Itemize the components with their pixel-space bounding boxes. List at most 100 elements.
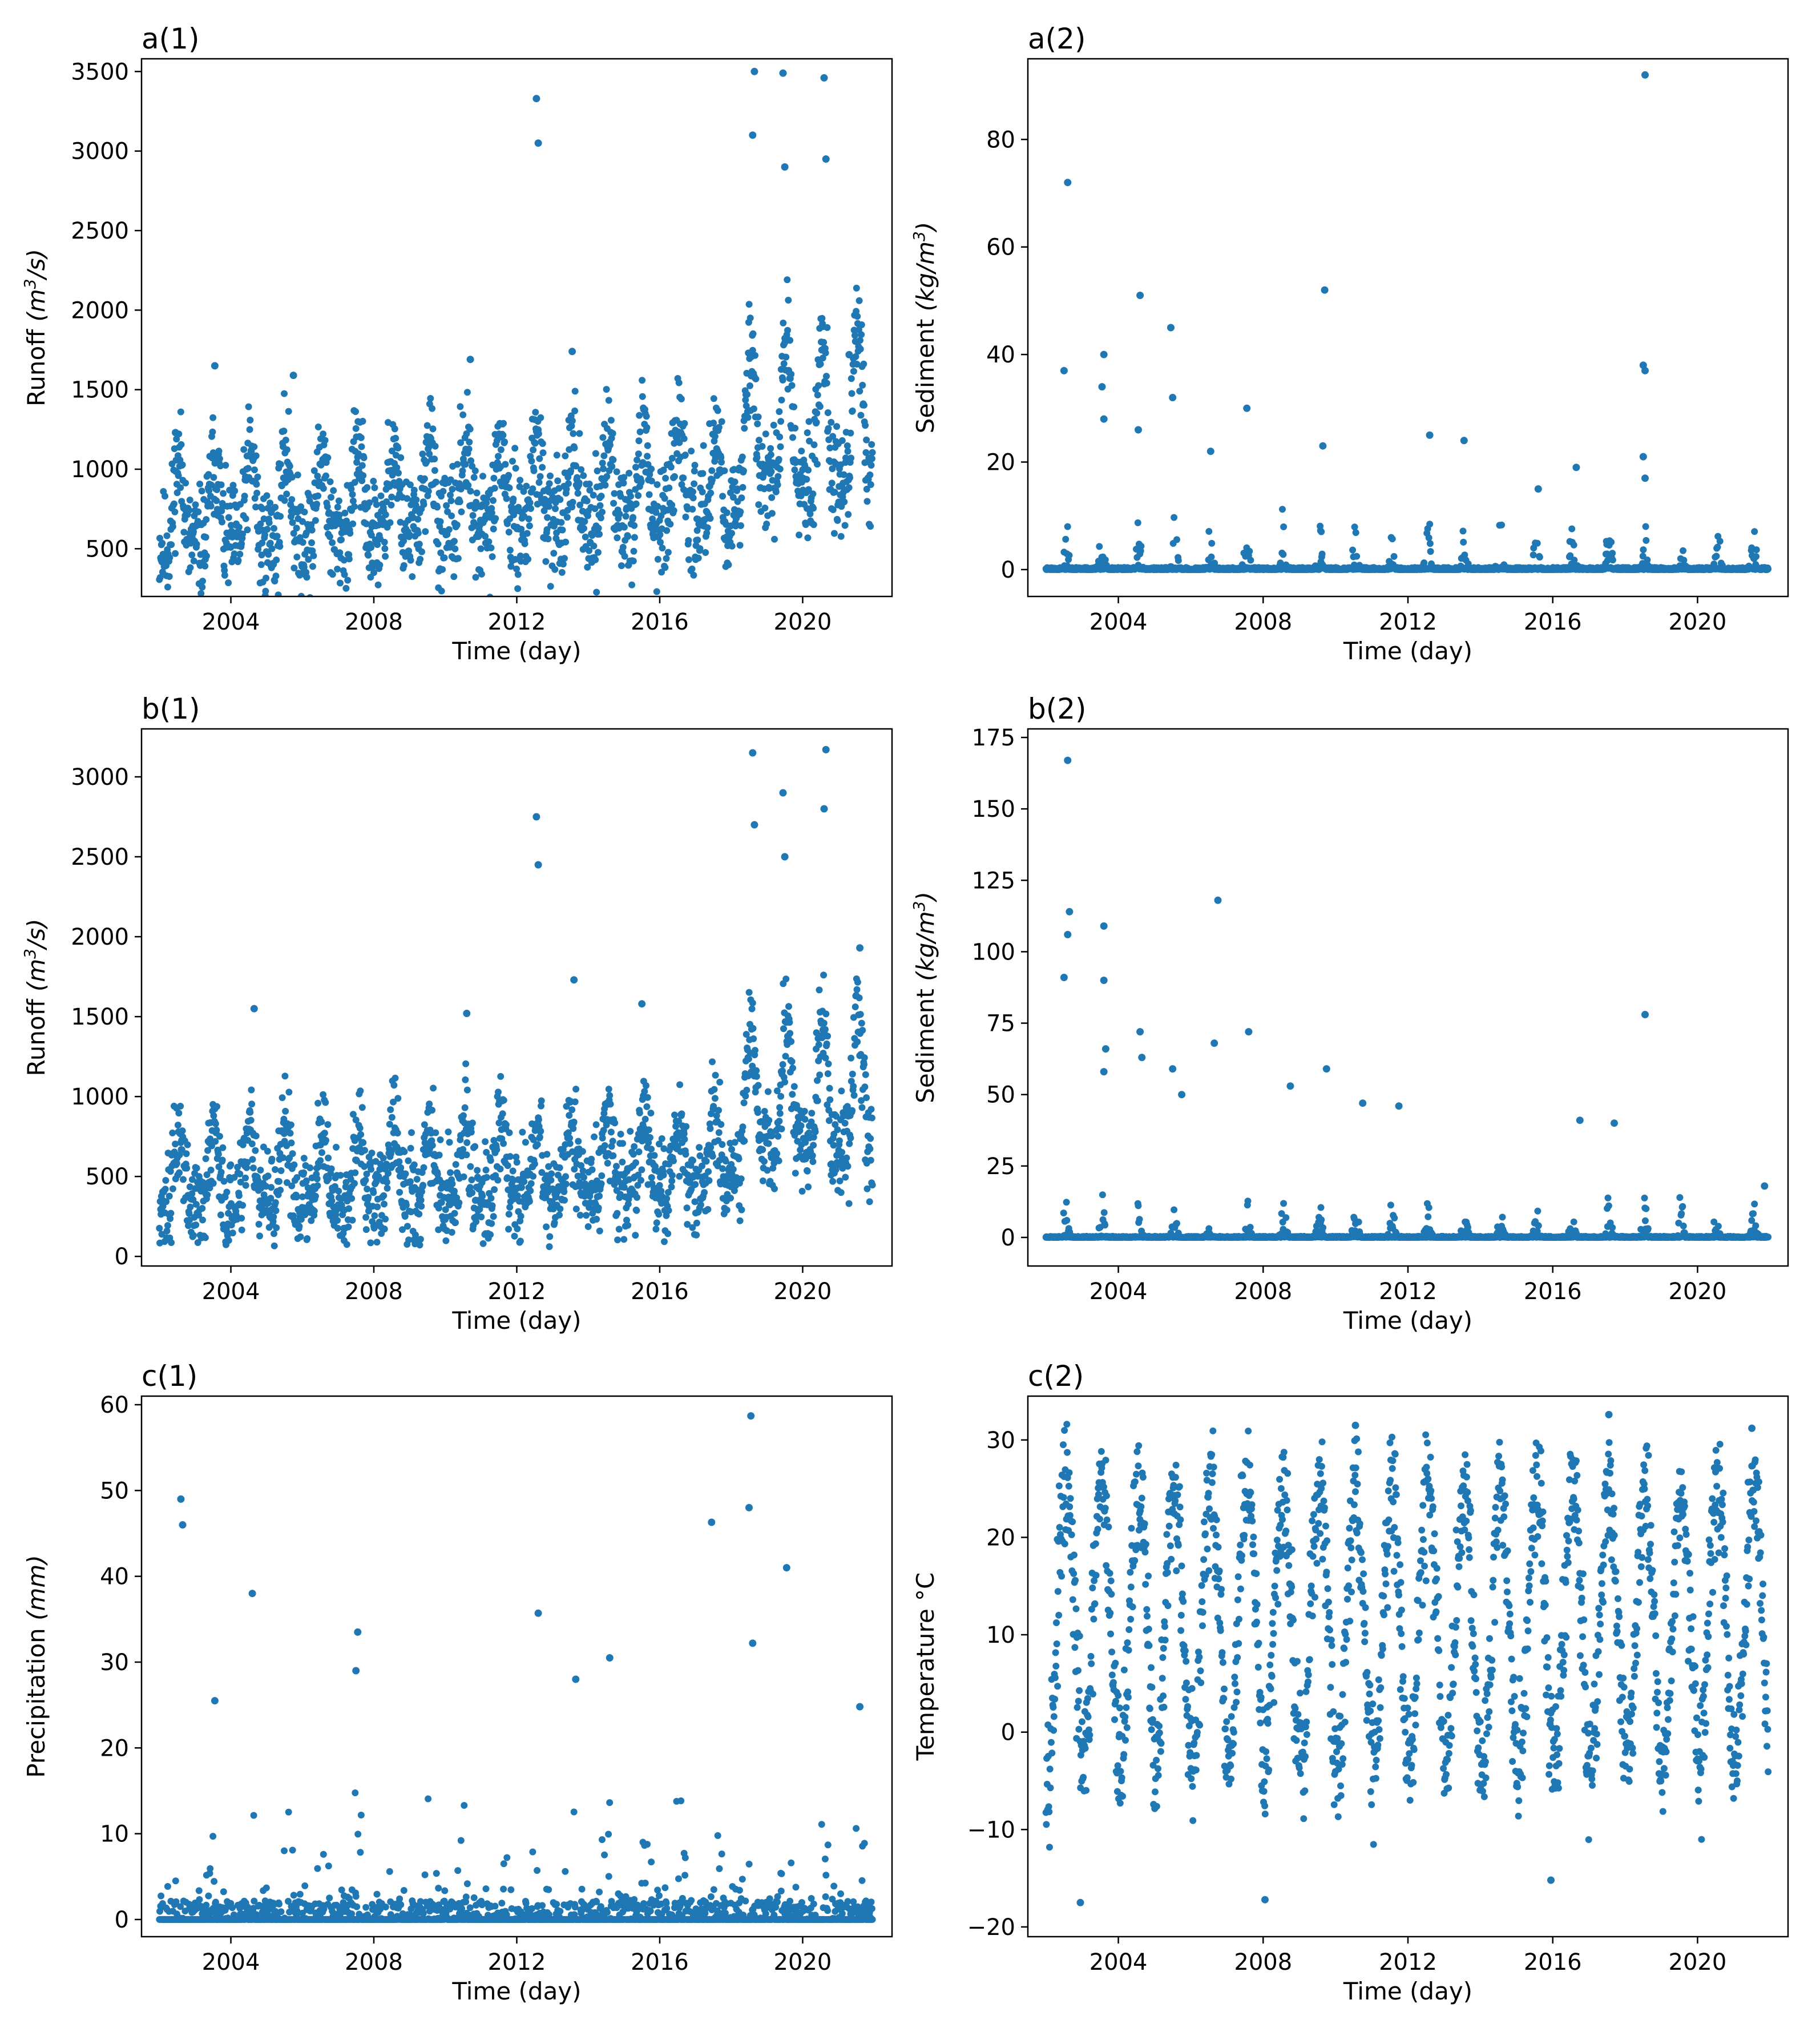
data-point <box>164 583 171 591</box>
data-point <box>658 568 665 576</box>
data-point <box>562 452 569 459</box>
data-point <box>271 1242 278 1249</box>
data-point <box>326 533 333 541</box>
data-point <box>778 396 785 404</box>
data-point <box>287 1121 294 1128</box>
data-point <box>171 1148 178 1156</box>
data-point <box>345 1205 353 1212</box>
data-point <box>178 1146 185 1154</box>
data-point <box>618 562 625 570</box>
data-point <box>342 584 350 592</box>
data-point <box>473 489 481 497</box>
panel-a1: a(1)2004 2008 2012 2016 20205001000150020002… <box>21 22 893 665</box>
data-point <box>624 533 632 540</box>
data-point <box>183 1150 190 1158</box>
data-point <box>252 1132 260 1140</box>
data-point <box>596 530 603 538</box>
data-point <box>527 505 534 512</box>
data-point <box>689 494 697 502</box>
data-point <box>500 1096 507 1104</box>
data-point <box>241 493 248 500</box>
data-point <box>268 1184 275 1191</box>
peak-point <box>532 95 540 103</box>
data-point <box>437 549 445 557</box>
data-point <box>449 486 456 493</box>
data-point <box>542 558 550 565</box>
scatter-points-b1 <box>156 745 876 1251</box>
data-point <box>213 1126 220 1134</box>
data-point <box>300 1155 308 1162</box>
data-point <box>300 1169 308 1176</box>
data-point <box>600 1147 607 1155</box>
data-point <box>185 1222 192 1229</box>
data-point <box>309 563 316 570</box>
data-point <box>1352 529 1359 537</box>
data-point <box>341 509 349 517</box>
data-point <box>802 521 809 528</box>
data-point <box>352 425 360 432</box>
data-point <box>1425 534 1432 542</box>
data-point <box>458 508 465 515</box>
data-point <box>745 301 753 308</box>
data-point <box>282 437 289 443</box>
data-point <box>576 1212 584 1219</box>
data-point <box>259 505 266 513</box>
data-point <box>299 518 306 525</box>
data-point <box>333 1143 340 1151</box>
data-point <box>571 1098 579 1106</box>
data-point <box>560 1188 568 1195</box>
data-point <box>328 1165 335 1172</box>
data-point <box>714 407 721 414</box>
data-point <box>1351 523 1358 531</box>
data-point <box>665 1207 672 1214</box>
data-point <box>594 467 601 474</box>
data-point <box>421 1121 428 1128</box>
data-point <box>1567 552 1574 559</box>
data-point <box>362 520 370 527</box>
data-point <box>321 1130 328 1137</box>
data-point <box>286 1130 294 1137</box>
data-point <box>729 494 737 501</box>
data-point <box>668 1178 676 1184</box>
data-point <box>429 425 437 433</box>
data-point <box>1713 553 1720 560</box>
data-point <box>483 1174 490 1181</box>
data-point <box>217 1168 225 1176</box>
data-point <box>829 433 837 440</box>
data-point <box>623 1216 630 1224</box>
data-point <box>571 388 579 395</box>
data-point <box>247 1116 255 1124</box>
data-point <box>566 1140 574 1147</box>
y-axis-label-a1: Runoff (m3/s) <box>21 249 50 406</box>
data-point <box>633 1194 641 1201</box>
data-point <box>166 573 173 580</box>
data-point <box>544 535 552 543</box>
data-point <box>314 492 322 499</box>
data-point <box>828 479 836 487</box>
data-point <box>513 565 520 572</box>
data-point <box>500 420 507 427</box>
data-point <box>297 503 305 510</box>
data-point <box>281 1073 289 1080</box>
data-point <box>599 434 607 441</box>
data-point <box>370 1189 377 1196</box>
data-point <box>366 499 373 506</box>
data-point <box>532 409 539 416</box>
data-point <box>169 1129 176 1136</box>
data-point <box>234 1163 241 1171</box>
data-point <box>273 533 281 540</box>
peak-point <box>781 163 789 171</box>
data-point <box>249 1164 257 1172</box>
data-point <box>289 1150 296 1158</box>
data-point <box>728 530 735 537</box>
data-point <box>513 1159 520 1166</box>
data-point <box>603 386 610 393</box>
data-point <box>648 1146 655 1153</box>
y-tick-label: 2500 <box>71 218 129 244</box>
data-point <box>156 574 164 581</box>
data-point <box>495 453 502 460</box>
data-point <box>207 502 215 510</box>
data-point <box>415 1211 423 1217</box>
data-point <box>829 465 836 473</box>
peak-point <box>568 348 576 356</box>
